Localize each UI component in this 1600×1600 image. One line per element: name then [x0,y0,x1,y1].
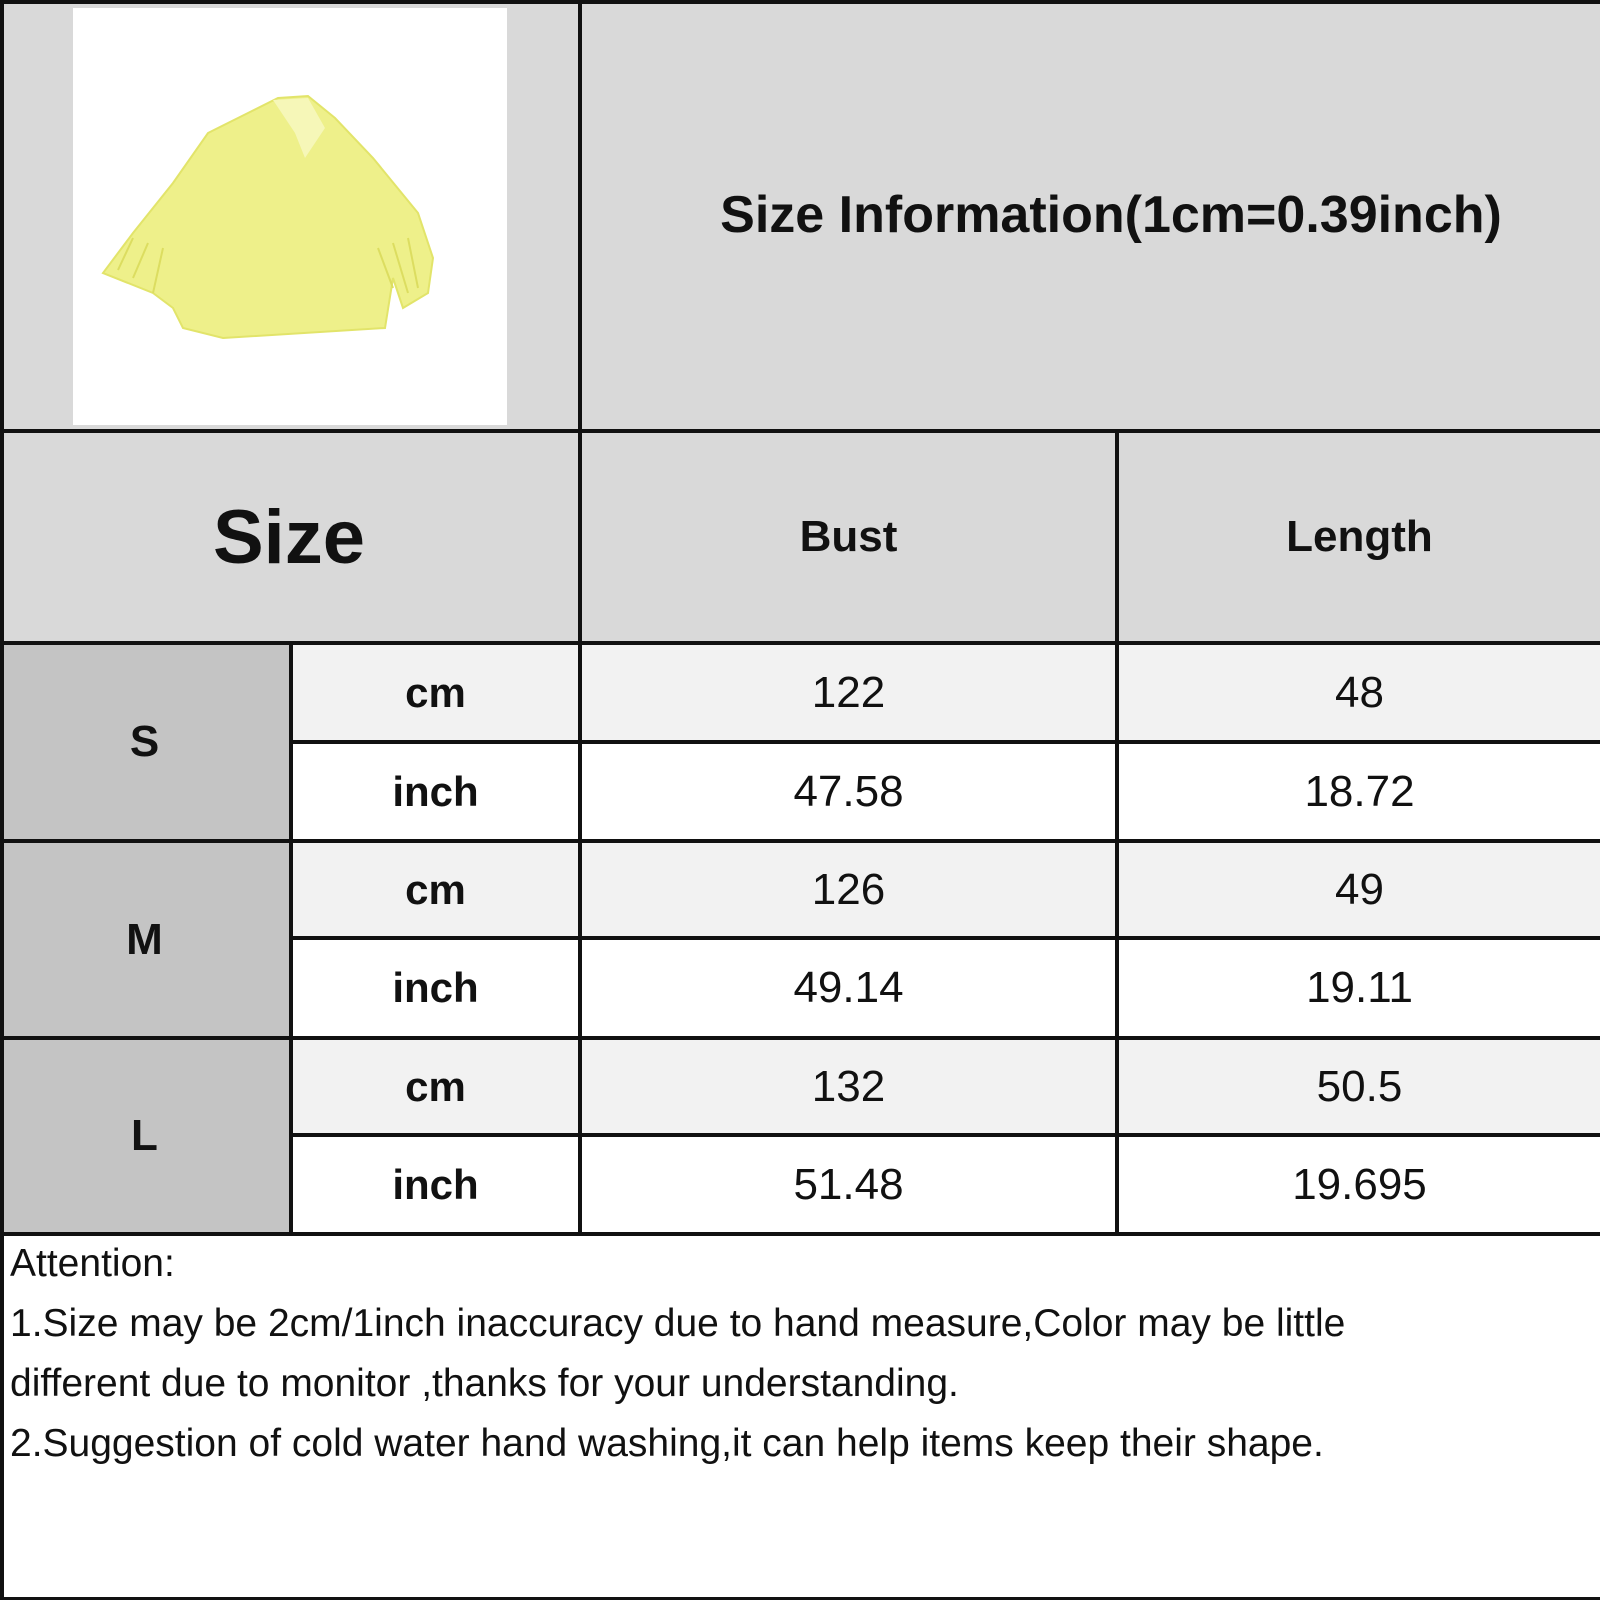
size-label-s: S [0,645,289,839]
length-inch-l: 19.695 [1292,1159,1427,1209]
divider [289,936,1600,940]
divider [1115,429,1119,1232]
bust-cm-l: 132 [582,1040,1115,1133]
notes-heading: Attention: [10,1242,175,1285]
length-cm-m: 49 [1119,843,1600,936]
divider [0,641,1600,645]
length-cm-s: 48 [1119,645,1600,740]
bust-cm-m: 126 [582,843,1115,936]
divider [578,0,582,1232]
divider [289,740,1600,744]
unit-inch: inch [392,964,479,1011]
length-cm-l: 50.5 [1119,1040,1600,1133]
header-bust: Bust [582,433,1115,641]
size-label-l: L [0,1040,289,1232]
divider [0,0,1600,4]
divider [289,641,293,1232]
divider [0,1597,1600,1600]
unit-inch: inch [392,1160,479,1208]
note-line-2: 2.Suggestion of cold water hand washing,… [10,1422,1324,1465]
header-size: Size [0,433,578,641]
unit-inch: inch [392,767,479,815]
bust-inch-l: 51.48 [793,1159,904,1209]
divider [0,1036,1600,1040]
divider [289,1133,1600,1137]
unit-cm: cm [293,645,578,740]
size-info-title: Size Information(1cm=0.39inch) [582,0,1600,429]
divider [0,0,4,1600]
bust-inch-s: 47.58 [793,766,904,816]
product-photo [73,8,507,425]
note-line-1-cont: different due to monitor ,thanks for you… [10,1362,959,1405]
yellow-blouse-icon [101,94,435,340]
unit-cm: cm [293,1040,578,1133]
header-length: Length [1119,433,1600,641]
image-panel [0,0,578,429]
length-inch-m: 19.11 [1306,963,1413,1012]
unit-cm: cm [293,843,578,936]
divider [0,839,1600,843]
note-line-1: 1.Size may be 2cm/1inch inaccuracy due t… [10,1302,1346,1345]
bust-inch-m: 49.14 [793,963,904,1012]
divider [0,1232,1600,1236]
length-inch-s: 18.72 [1304,766,1415,816]
bust-cm-s: 122 [582,645,1115,740]
size-label-m: M [0,843,289,1036]
divider [0,429,1600,433]
